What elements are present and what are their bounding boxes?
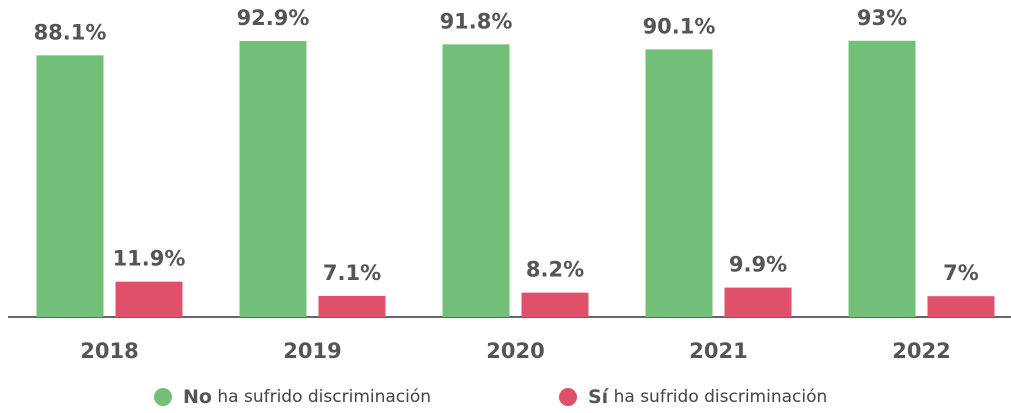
legend-label: No ha sufrido discriminación [183,386,431,408]
x-tick-label: 2022 [892,339,950,363]
data-label: 9.9% [729,253,787,277]
x-tick-label: 2019 [283,339,341,363]
bar [645,49,713,317]
bar [724,287,792,317]
legend-label-bold: No [183,386,212,408]
bar [318,295,386,317]
data-label: 7% [943,261,979,285]
data-label: 90.1% [643,14,716,38]
legend-label-bold: Sí [588,386,610,408]
legend-marker [154,388,172,406]
data-label: 92.9% [237,6,310,30]
bar [115,281,183,317]
x-tick-label: 2021 [689,339,747,363]
bar [927,296,995,317]
data-label: 93% [857,6,907,30]
data-label: 7.1% [323,261,381,285]
legend-label: Sí ha sufrido discriminación [588,386,827,408]
data-label: 11.9% [113,247,186,271]
data-label: 91.8% [440,9,513,33]
data-label: 88.1% [34,20,107,44]
bar [848,40,916,317]
x-tick-label: 2020 [486,339,544,363]
legend-marker [559,388,577,406]
bar [442,44,510,317]
data-label: 8.2% [526,258,584,282]
legend-label-rest: ha sufrido discriminación [608,387,827,407]
x-tick-label: 2018 [80,339,138,363]
legend-label-rest: ha sufrido discriminación [212,387,431,407]
bar [239,41,307,317]
bar [521,292,589,317]
bar [36,55,104,318]
